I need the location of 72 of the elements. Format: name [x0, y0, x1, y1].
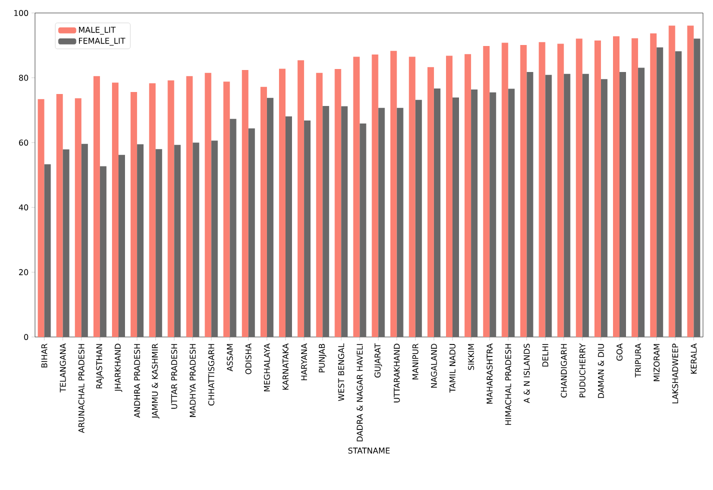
bar — [600, 79, 608, 337]
bar — [38, 99, 44, 337]
bar — [434, 88, 440, 337]
bar — [650, 33, 657, 337]
bar — [446, 56, 453, 337]
bar — [408, 56, 416, 337]
bar — [526, 72, 534, 337]
bar — [266, 98, 274, 337]
bar — [192, 142, 200, 337]
bar — [564, 74, 570, 337]
bar — [112, 82, 119, 337]
bar — [44, 164, 51, 337]
bar — [322, 106, 330, 337]
bar — [279, 68, 286, 337]
bar — [118, 154, 126, 337]
bar — [471, 89, 478, 337]
bar — [230, 118, 236, 337]
bar — [353, 56, 360, 337]
bar — [100, 166, 106, 337]
bar — [508, 88, 515, 337]
bar — [632, 38, 638, 337]
bar — [304, 120, 311, 337]
bar — [56, 94, 63, 337]
bar — [490, 92, 496, 337]
bar — [204, 72, 212, 337]
bar — [298, 60, 304, 337]
bar — [415, 100, 422, 337]
bar — [316, 72, 323, 337]
bar — [93, 76, 100, 337]
bar — [576, 38, 582, 337]
bar — [687, 26, 694, 337]
bar — [211, 140, 218, 337]
bar — [286, 116, 292, 337]
bar — [74, 98, 82, 337]
bar — [594, 40, 601, 337]
bar — [334, 69, 342, 337]
bar — [260, 86, 267, 337]
bar — [464, 54, 472, 337]
bar — [427, 67, 434, 337]
bar — [545, 74, 552, 337]
bar — [81, 144, 88, 337]
bar — [656, 47, 664, 337]
bar — [372, 54, 378, 337]
bar — [538, 42, 546, 337]
bar — [360, 123, 366, 337]
bar — [248, 128, 255, 337]
bar — [62, 149, 70, 337]
bar — [242, 70, 248, 337]
bar — [223, 82, 230, 337]
bar — [168, 80, 174, 337]
bar — [174, 144, 181, 337]
bar — [341, 106, 348, 337]
bar — [638, 68, 645, 337]
bar — [502, 42, 508, 337]
bar — [130, 92, 138, 337]
bar — [483, 46, 490, 337]
bar — [613, 36, 620, 337]
bar — [452, 98, 459, 337]
bar — [620, 72, 626, 337]
bar — [390, 50, 397, 337]
bar — [520, 45, 527, 337]
bar — [156, 149, 162, 337]
bar — [137, 144, 144, 337]
bar — [668, 26, 676, 337]
bar — [396, 108, 404, 337]
bar — [186, 76, 193, 337]
bar — [675, 51, 682, 337]
bar — [149, 83, 156, 337]
bar — [582, 74, 589, 337]
bar — [557, 44, 564, 337]
bar — [694, 38, 700, 337]
bar — [378, 108, 385, 337]
